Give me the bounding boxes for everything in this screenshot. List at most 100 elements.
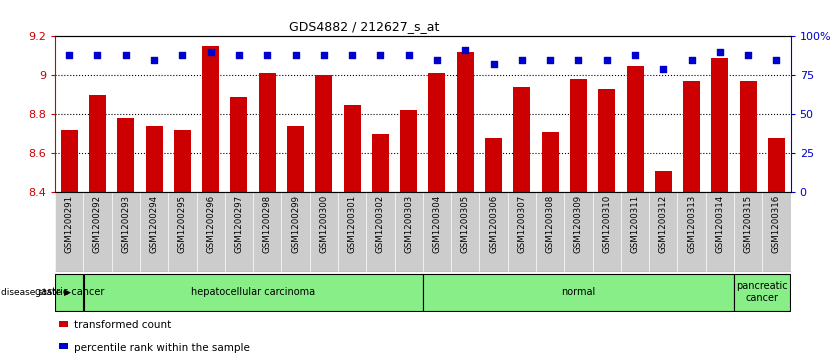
Point: [685, 57, 698, 62]
Bar: [112, 192, 140, 272]
Text: GSM1200295: GSM1200295: [178, 195, 187, 253]
Text: GSM1200310: GSM1200310: [602, 195, 611, 253]
Bar: [626, 66, 644, 192]
Bar: [344, 105, 360, 192]
Bar: [253, 192, 281, 272]
Point: [204, 49, 218, 55]
Bar: [366, 192, 394, 272]
Bar: [338, 192, 366, 272]
Text: GSM1200313: GSM1200313: [687, 195, 696, 253]
Bar: [593, 192, 620, 272]
Bar: [457, 52, 474, 192]
Bar: [762, 192, 791, 272]
Point: [430, 57, 444, 62]
Bar: [429, 73, 445, 192]
Text: gastric cancer: gastric cancer: [34, 287, 104, 297]
Bar: [197, 192, 225, 272]
Bar: [146, 126, 163, 192]
Text: disease state ▶: disease state ▶: [1, 288, 71, 297]
Text: GSM1200299: GSM1200299: [291, 195, 300, 253]
Bar: [230, 97, 248, 192]
Point: [544, 57, 557, 62]
Text: GDS4882 / 212627_s_at: GDS4882 / 212627_s_at: [289, 20, 440, 33]
Bar: [309, 192, 338, 272]
Point: [260, 52, 274, 58]
Bar: [55, 192, 83, 272]
Bar: [683, 81, 700, 192]
Point: [713, 49, 726, 55]
Point: [119, 52, 133, 58]
Text: pancreatic
cancer: pancreatic cancer: [736, 281, 788, 303]
Bar: [59, 343, 68, 349]
Text: GSM1200303: GSM1200303: [404, 195, 413, 253]
Point: [176, 52, 189, 58]
Point: [345, 52, 359, 58]
Point: [91, 52, 104, 58]
Point: [515, 57, 529, 62]
Point: [600, 57, 613, 62]
Bar: [711, 58, 728, 192]
Text: percentile rank within the sample: percentile rank within the sample: [73, 343, 249, 353]
Point: [628, 52, 641, 58]
Bar: [202, 46, 219, 192]
Bar: [400, 110, 417, 192]
Point: [232, 52, 246, 58]
Point: [572, 57, 585, 62]
Point: [148, 57, 161, 62]
Bar: [655, 171, 672, 192]
Text: GSM1200297: GSM1200297: [234, 195, 244, 253]
Text: GSM1200305: GSM1200305: [460, 195, 470, 253]
Bar: [89, 95, 106, 192]
Bar: [281, 192, 309, 272]
Text: GSM1200296: GSM1200296: [206, 195, 215, 253]
Text: GSM1200307: GSM1200307: [517, 195, 526, 253]
Point: [741, 52, 755, 58]
Bar: [734, 192, 762, 272]
Bar: [480, 192, 508, 272]
Bar: [570, 79, 587, 192]
Point: [770, 57, 783, 62]
Text: GSM1200312: GSM1200312: [659, 195, 668, 253]
Text: GSM1200302: GSM1200302: [376, 195, 385, 253]
Bar: [173, 130, 191, 192]
Point: [374, 52, 387, 58]
Bar: [168, 192, 197, 272]
Text: GSM1200298: GSM1200298: [263, 195, 272, 253]
Bar: [423, 192, 451, 272]
Bar: [451, 192, 480, 272]
Text: GSM1200308: GSM1200308: [545, 195, 555, 253]
Text: GSM1200300: GSM1200300: [319, 195, 329, 253]
Bar: [372, 134, 389, 192]
Bar: [59, 321, 68, 327]
Bar: [620, 192, 649, 272]
Bar: [225, 192, 253, 272]
Text: GSM1200301: GSM1200301: [348, 195, 357, 253]
Text: GSM1200291: GSM1200291: [65, 195, 73, 253]
Bar: [61, 130, 78, 192]
Bar: [140, 192, 168, 272]
Bar: [740, 81, 756, 192]
Text: GSM1200315: GSM1200315: [744, 195, 753, 253]
Bar: [734, 274, 791, 311]
Point: [317, 52, 330, 58]
Bar: [649, 192, 677, 272]
Bar: [83, 192, 112, 272]
Bar: [706, 192, 734, 272]
Bar: [541, 132, 559, 192]
Text: normal: normal: [561, 287, 595, 297]
Bar: [315, 75, 332, 192]
Point: [656, 66, 670, 72]
Bar: [118, 118, 134, 192]
Bar: [287, 126, 304, 192]
Bar: [768, 138, 785, 192]
Bar: [565, 192, 593, 272]
Bar: [508, 192, 536, 272]
Bar: [55, 274, 83, 311]
Point: [402, 52, 415, 58]
Bar: [598, 89, 615, 192]
Text: GSM1200304: GSM1200304: [433, 195, 441, 253]
Point: [459, 48, 472, 53]
Text: GSM1200294: GSM1200294: [149, 195, 158, 253]
Bar: [536, 192, 565, 272]
Bar: [514, 87, 530, 192]
